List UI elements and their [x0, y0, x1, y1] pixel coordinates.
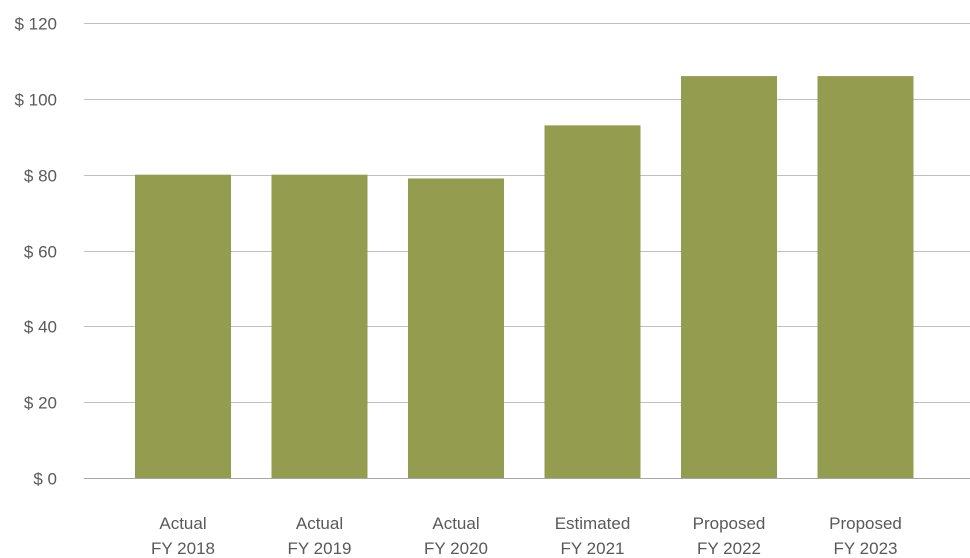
- x-tick-label: FY 2021: [561, 539, 625, 558]
- bar: [408, 178, 504, 479]
- gridlines: [84, 23, 970, 479]
- y-tick-label: $ 80: [24, 167, 57, 186]
- y-axis: $ 0 $ 20 $ 40 $ 60 $ 80 $ 100 $ 120: [14, 15, 57, 489]
- bar: [135, 174, 231, 478]
- bars: [135, 76, 914, 479]
- y-tick-label: $ 100: [14, 91, 57, 110]
- x-tick-label: Proposed: [829, 514, 902, 533]
- y-tick-label: $ 0: [33, 470, 57, 489]
- y-tick-label: $ 60: [24, 243, 57, 262]
- x-tick-label: FY 2019: [288, 539, 352, 558]
- y-tick-label: $ 40: [24, 318, 57, 337]
- y-tick-label: $ 120: [14, 15, 57, 34]
- x-tick-label: FY 2023: [834, 539, 898, 558]
- x-tick-label: Proposed: [693, 514, 766, 533]
- x-tick-label: Estimated: [555, 514, 631, 533]
- x-tick-label: Actual: [296, 514, 343, 533]
- x-axis: Actual FY 2018 Actual FY 2019 Actual FY 2020 E…: [151, 514, 902, 558]
- x-tick-label: FY 2020: [424, 539, 488, 558]
- bar: [681, 76, 777, 478]
- bar: [817, 76, 914, 478]
- bar: [544, 125, 641, 478]
- x-tick-label: FY 2022: [697, 539, 761, 558]
- x-tick-label: FY 2018: [151, 539, 215, 558]
- y-tick-label: $ 20: [24, 394, 57, 413]
- x-tick-label: Actual: [432, 514, 479, 533]
- bar: [271, 174, 368, 478]
- x-tick-label: Actual: [159, 514, 206, 533]
